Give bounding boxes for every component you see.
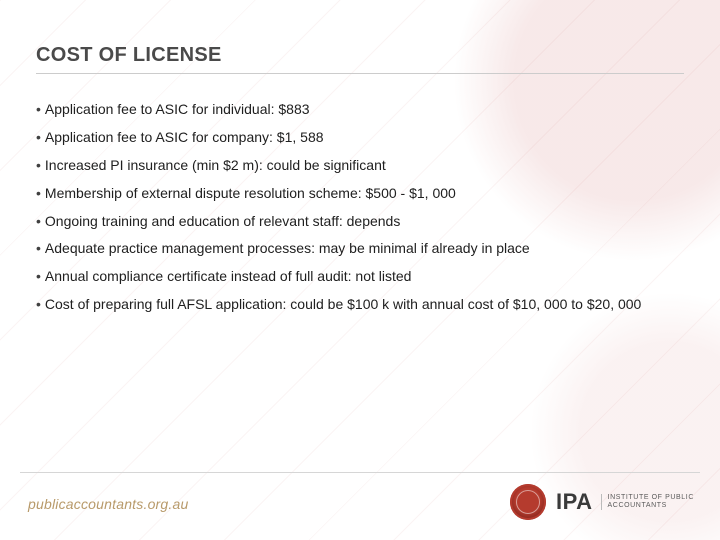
bullet-text: Ongoing training and education of releva… <box>45 213 400 229</box>
title-underline <box>36 73 684 74</box>
list-item: •Membership of external dispute resoluti… <box>36 184 684 203</box>
list-item: •Increased PI insurance (min $2 m): coul… <box>36 156 684 175</box>
bullet-text: Annual compliance certificate instead of… <box>45 268 412 284</box>
logo-abbrev: IPA <box>556 489 593 515</box>
slide: COST OF LICENSE •Application fee to ASIC… <box>0 0 720 540</box>
bullet-text: Application fee to ASIC for company: $1,… <box>45 129 324 145</box>
list-item: •Application fee to ASIC for company: $1… <box>36 128 684 147</box>
bullet-text: Application fee to ASIC for individual: … <box>45 101 310 117</box>
logo-subtitle: INSTITUTE OF PUBLIC ACCOUNTANTS <box>601 494 694 509</box>
list-item: •Cost of preparing full AFSL application… <box>36 295 684 314</box>
bullet-text: Increased PI insurance (min $2 m): could… <box>45 157 386 173</box>
logo-sub-line2: ACCOUNTANTS <box>608 502 694 510</box>
crest-icon <box>510 484 546 520</box>
footer-url: publicaccountants.org.au <box>28 496 188 512</box>
bullet-text: Membership of external dispute resolutio… <box>45 185 456 201</box>
logo-text-block: IPA INSTITUTE OF PUBLIC ACCOUNTANTS <box>556 489 694 515</box>
list-item: •Annual compliance certificate instead o… <box>36 267 684 286</box>
list-item: •Application fee to ASIC for individual:… <box>36 100 684 119</box>
slide-title: COST OF LICENSE <box>36 44 684 67</box>
bullet-text: Cost of preparing full AFSL application:… <box>45 296 641 312</box>
logo-sub-line1: INSTITUTE OF PUBLIC <box>608 494 694 502</box>
list-item: •Ongoing training and education of relev… <box>36 212 684 231</box>
footer-rule <box>20 472 700 473</box>
slide-footer: publicaccountants.org.au IPA INSTITUTE O… <box>0 472 720 540</box>
bullet-text: Adequate practice management processes: … <box>45 240 530 256</box>
footer-logo: IPA INSTITUTE OF PUBLIC ACCOUNTANTS <box>510 484 694 520</box>
list-item: •Adequate practice management processes:… <box>36 239 684 258</box>
bullet-list: •Application fee to ASIC for individual:… <box>36 100 684 314</box>
